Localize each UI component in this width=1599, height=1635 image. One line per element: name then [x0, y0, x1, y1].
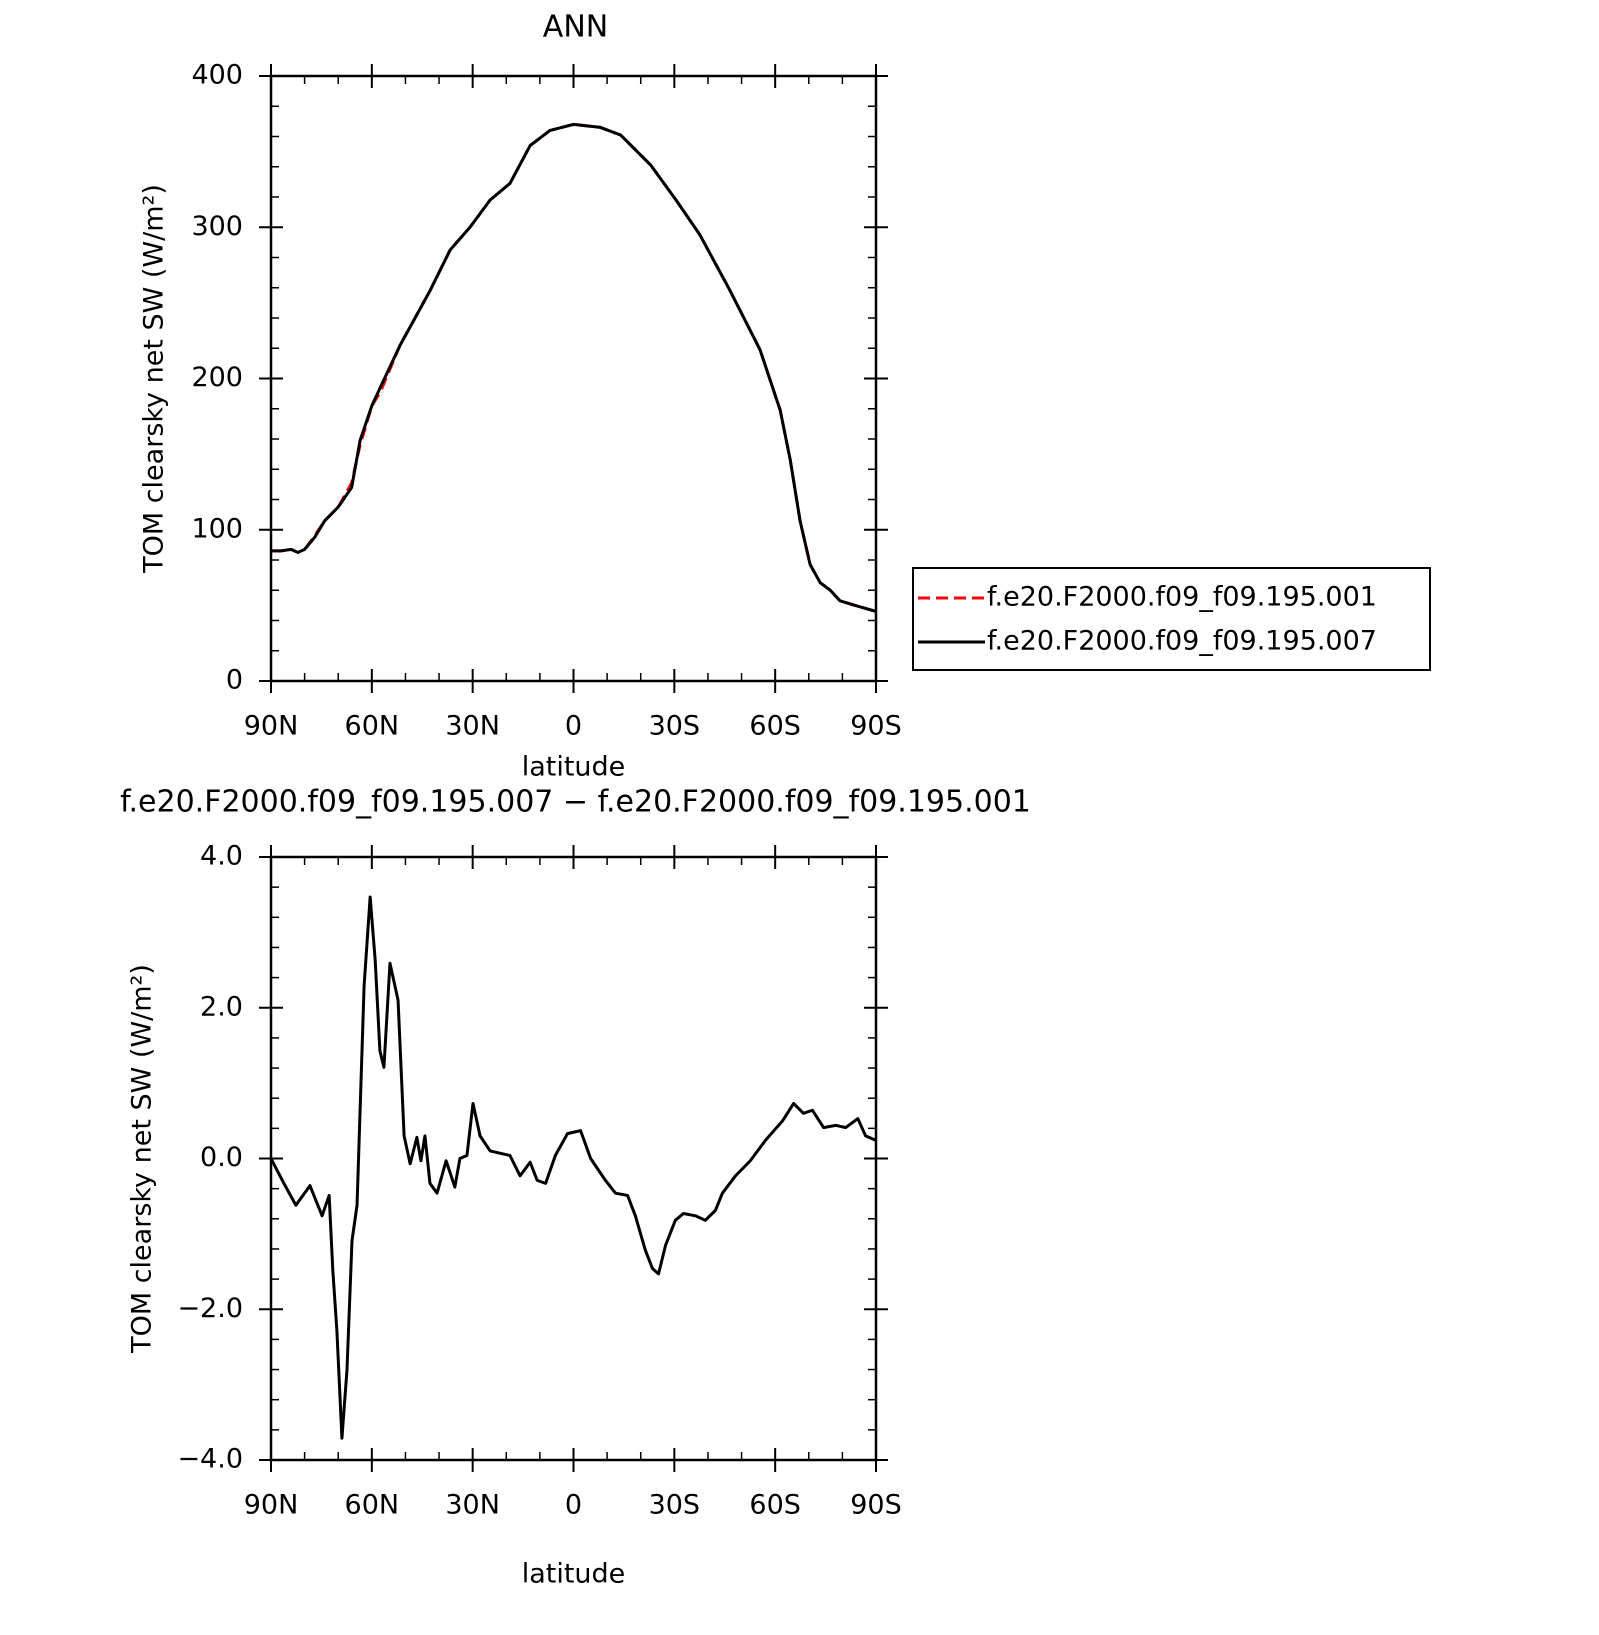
x-tick-label: 90S [850, 711, 902, 742]
x-tick-label: 0 [565, 1490, 582, 1521]
y-tick-label: 0.0 [200, 1142, 243, 1173]
y-tick-label: 300 [191, 211, 243, 242]
x-tick-label: 60N [345, 1490, 400, 1521]
y-tick-label: 0 [226, 665, 243, 696]
plot-frame [269, 74, 878, 683]
y-tick-label: −2.0 [177, 1293, 243, 1324]
y-axis-label: TOM clearsky net SW (W/m²) [127, 964, 158, 1354]
y-tick-label: −4.0 [177, 1444, 243, 1475]
x-tick-label: 60N [345, 711, 400, 742]
x-tick-label: 90N [244, 1490, 299, 1521]
x-axis-label: latitude [522, 752, 626, 783]
x-tick-label: 60S [749, 1490, 801, 1521]
x-tick-label: 90S [850, 1490, 902, 1521]
x-tick-label: 30N [445, 711, 500, 742]
y-tick-label: 2.0 [200, 991, 243, 1022]
chart-title: ANN [543, 10, 608, 45]
x-tick-label: 90N [244, 711, 299, 742]
x-tick-label: 30N [445, 1490, 500, 1521]
legend-label: f.e20.F2000.f09_f09.195.007 [987, 626, 1377, 657]
legend-box [912, 567, 1431, 671]
y-tick-label: 200 [191, 362, 243, 393]
chart-title: f.e20.F2000.f09_f09.195.007 − f.e20.F200… [120, 785, 1031, 820]
data-line [271, 122, 877, 613]
x-axis-label: latitude [522, 1559, 626, 1590]
y-tick-label: 400 [191, 60, 243, 91]
x-tick-label: 30S [649, 1490, 701, 1521]
data-line [271, 122, 877, 613]
legend-label: f.e20.F2000.f09_f09.195.001 [987, 582, 1377, 613]
y-axis-label: TOM clearsky net SW (W/m²) [139, 184, 170, 574]
y-tick-label: 4.0 [200, 841, 243, 872]
plot-frame [269, 855, 878, 1462]
data-line [269, 895, 877, 1440]
y-tick-label: 100 [191, 513, 243, 544]
x-tick-label: 30S [649, 711, 701, 742]
x-tick-label: 0 [565, 711, 582, 742]
x-tick-label: 60S [749, 711, 801, 742]
